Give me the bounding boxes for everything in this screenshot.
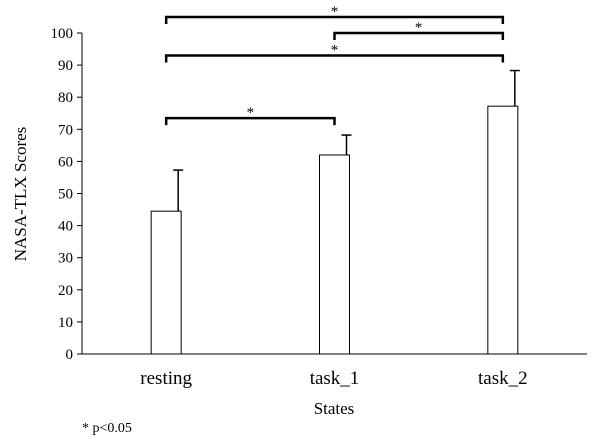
- significance-star: *: [415, 20, 423, 36]
- y-tick-label: 0: [66, 347, 74, 363]
- y-tick-label: 100: [51, 26, 74, 42]
- bars: [150, 69, 520, 355]
- significance-bracket: [164, 116, 336, 126]
- x-tick-label: resting: [140, 368, 192, 389]
- significance-bracket: [164, 54, 505, 63]
- y-tick-label: 80: [58, 90, 73, 106]
- significance-star: *: [331, 42, 339, 58]
- y-tick-label: 70: [58, 122, 73, 138]
- x-tick-label: task_1: [310, 368, 360, 389]
- footnote: * p<0.05: [82, 421, 132, 436]
- significance-bracket: [333, 31, 505, 40]
- y-axis: 0 10 20 30 40 50 60 70 80 90 100: [51, 26, 83, 363]
- y-tick-label: 30: [58, 251, 73, 267]
- y-tick-label: 50: [58, 187, 73, 203]
- y-tick-label: 40: [58, 219, 73, 235]
- y-tick-label: 60: [58, 154, 73, 170]
- y-tick-label: 10: [58, 315, 73, 331]
- significance-star: *: [331, 4, 339, 20]
- significance-brackets: * * * *: [164, 4, 505, 126]
- x-tick-label: task_2: [478, 368, 528, 389]
- y-axis-title: NASA-TLX Scores: [11, 127, 30, 262]
- y-tick-label: 90: [58, 58, 73, 74]
- y-tick-label: 20: [58, 283, 73, 299]
- significance-star: *: [247, 105, 255, 121]
- significance-bracket: [164, 15, 505, 24]
- x-axis: resting task_1 task_2: [82, 353, 587, 389]
- bar: [319, 154, 350, 355]
- bar: [150, 210, 182, 355]
- bar: [487, 105, 519, 355]
- x-axis-title: States: [314, 399, 355, 418]
